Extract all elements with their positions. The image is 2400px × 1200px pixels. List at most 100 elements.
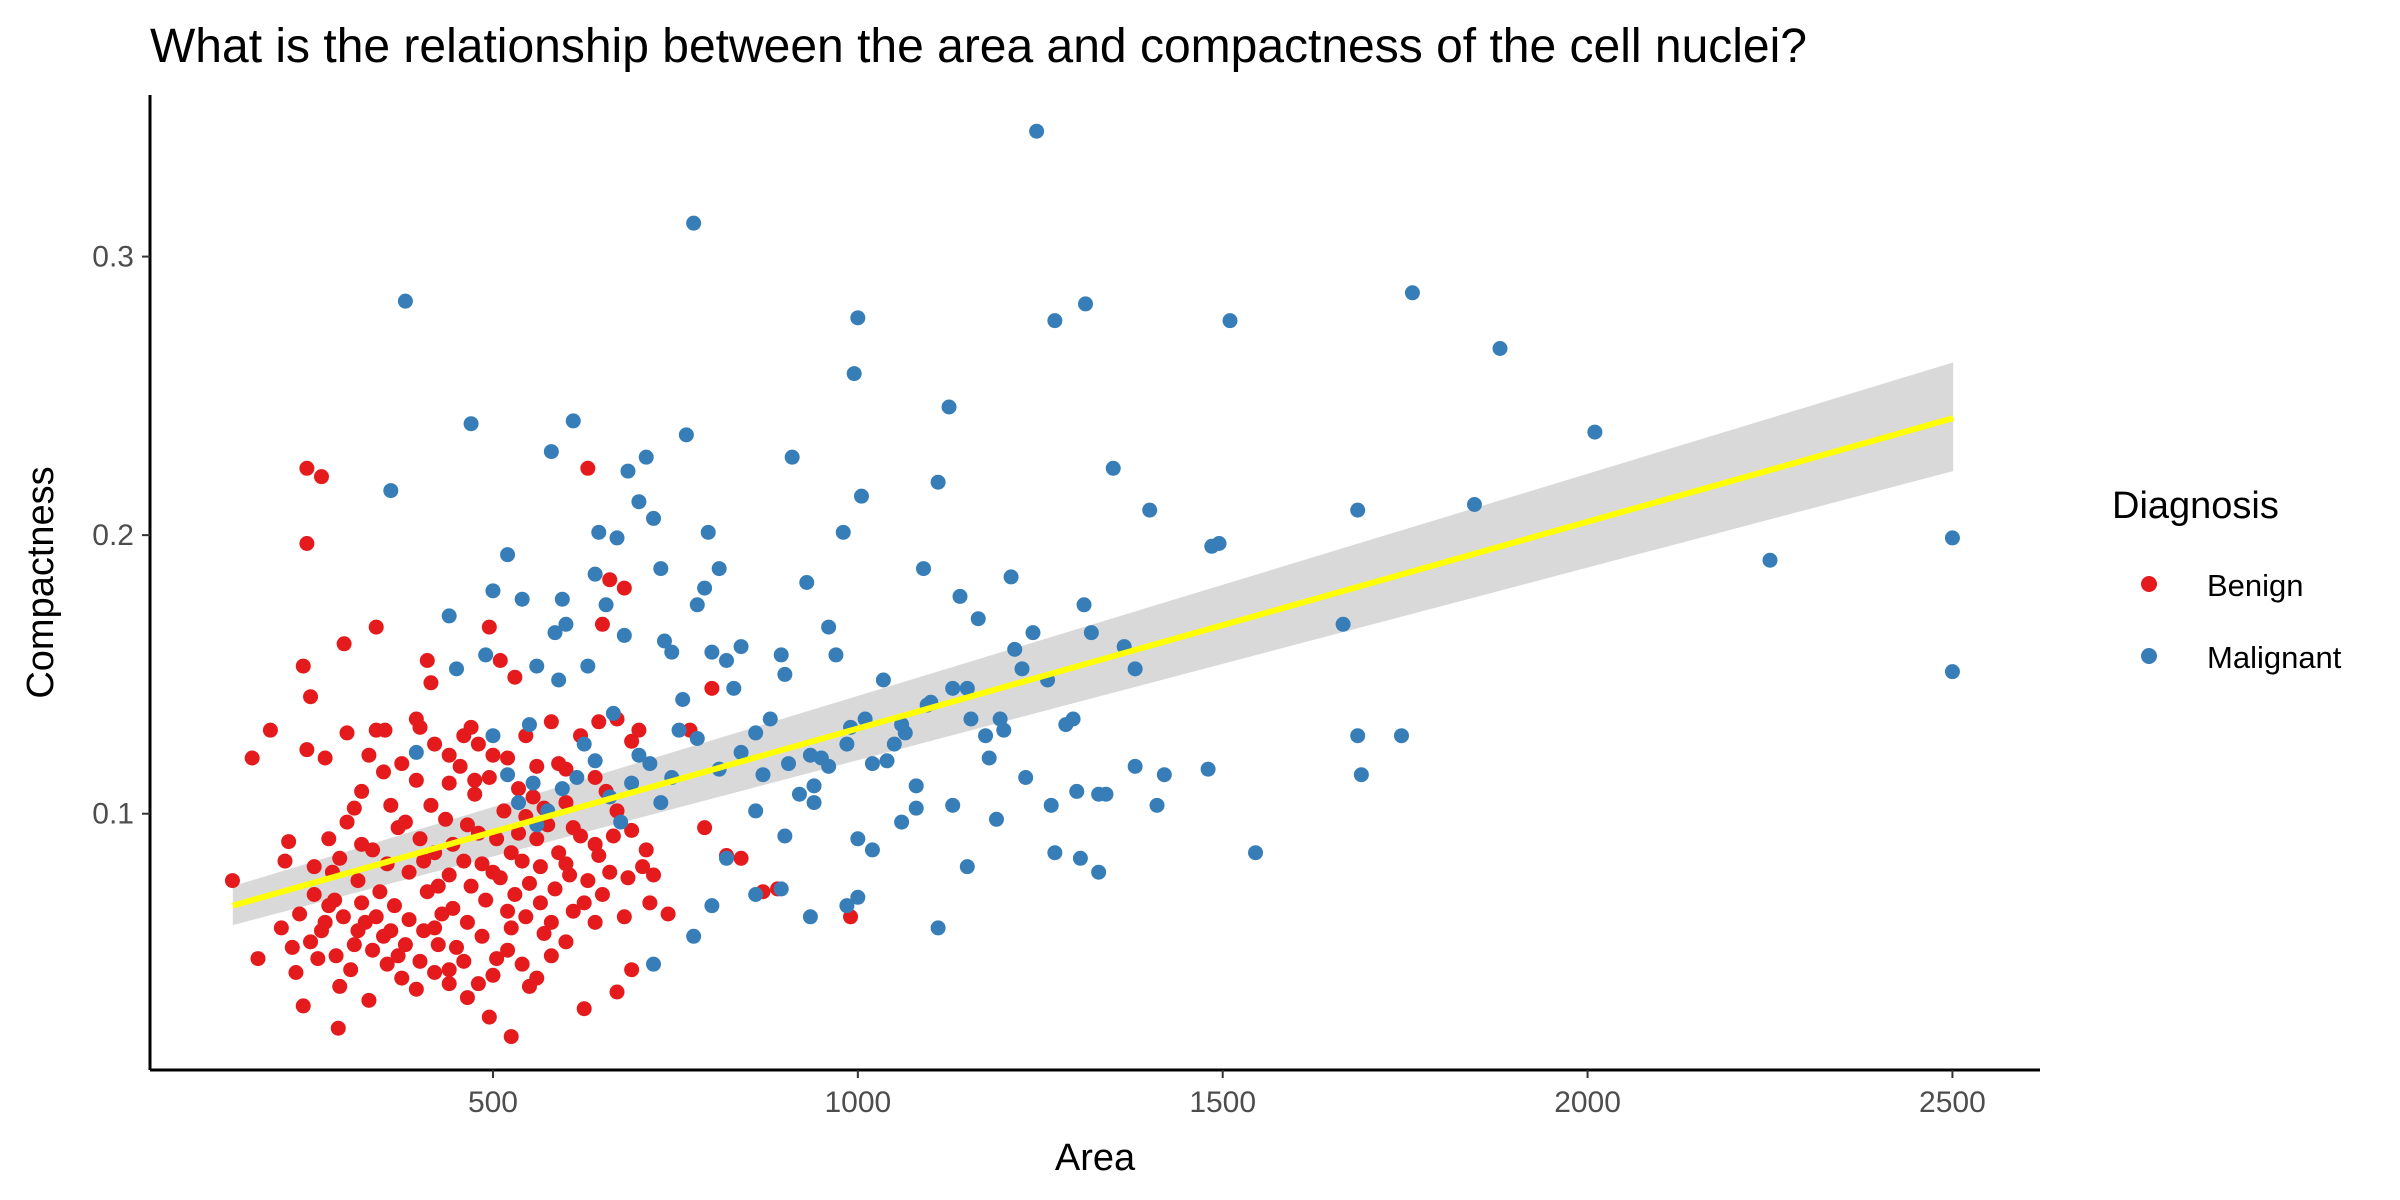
data-point-benign (448, 939, 464, 955)
data-point-benign (518, 909, 534, 925)
data-point-benign (394, 970, 410, 986)
data-point-benign (587, 836, 603, 852)
data-point-malignant (383, 483, 399, 499)
data-point-benign (416, 853, 432, 869)
data-point-benign (503, 845, 519, 861)
data-point-malignant (1047, 845, 1063, 861)
data-point-malignant (806, 795, 822, 811)
data-point-benign (591, 714, 607, 730)
y-tick-label: 0.3 (92, 241, 134, 274)
data-point-benign (551, 845, 567, 861)
data-point-malignant (959, 680, 975, 696)
data-point-malignant (718, 653, 734, 668)
data-point-benign (343, 962, 359, 978)
data-point-malignant (748, 803, 764, 819)
data-point-benign (361, 992, 377, 1008)
data-point-malignant (547, 625, 563, 641)
data-point-benign (299, 742, 315, 758)
data-point-malignant (616, 627, 632, 643)
data-point-benign (328, 948, 344, 964)
data-point-malignant (726, 680, 742, 696)
legend-key-malignant (2141, 648, 2157, 664)
data-point-benign (631, 722, 647, 738)
data-point-benign (379, 956, 395, 972)
data-point-malignant (448, 661, 464, 677)
data-point-benign (244, 750, 260, 766)
data-point-benign (470, 976, 486, 992)
data-point-benign (467, 786, 483, 802)
data-point-malignant (963, 711, 979, 727)
data-point-benign (529, 831, 545, 847)
data-point-malignant (580, 658, 596, 674)
data-point-benign (573, 828, 589, 844)
data-point-malignant (485, 728, 501, 744)
data-point-malignant (656, 633, 672, 649)
data-point-malignant (777, 828, 793, 844)
data-point-malignant (1083, 625, 1099, 641)
data-point-benign (646, 867, 662, 883)
data-point-benign (250, 951, 266, 967)
data-point-malignant (821, 619, 837, 635)
data-point-malignant (802, 909, 818, 925)
data-point-benign (605, 828, 621, 844)
chart-title: What is the relationship between the are… (150, 20, 1807, 73)
data-point-benign (394, 756, 410, 772)
data-point-benign (430, 937, 446, 953)
data-point-benign (470, 736, 486, 752)
data-point-malignant (551, 672, 567, 688)
data-point-benign (500, 942, 516, 958)
data-point-benign (616, 909, 632, 925)
data-point-benign (299, 460, 315, 476)
data-point-benign (441, 867, 457, 883)
data-point-malignant (996, 722, 1012, 738)
data-point-benign (397, 937, 413, 953)
x-tick-label: 500 (468, 1086, 518, 1119)
data-point-malignant (791, 786, 807, 802)
data-point-malignant (1007, 641, 1023, 657)
data-point-malignant (576, 736, 592, 752)
data-point-benign (697, 820, 713, 836)
data-point-benign (616, 580, 632, 596)
data-point-malignant (1944, 664, 1960, 680)
data-point-malignant (463, 416, 479, 432)
data-point-benign (368, 619, 384, 635)
data-point-benign (507, 669, 523, 685)
data-point-malignant (784, 449, 800, 465)
data-point-malignant (1350, 728, 1366, 744)
data-point-benign (273, 920, 289, 936)
data-point-benign (620, 870, 636, 886)
data-point-benign (332, 978, 348, 994)
data-point-benign (489, 951, 505, 967)
y-axis-title: Compactness (20, 466, 62, 698)
data-point-malignant (941, 399, 957, 415)
data-point-benign (587, 770, 603, 785)
data-point-benign (558, 761, 574, 777)
data-point-malignant (609, 530, 625, 546)
data-point-benign (638, 842, 654, 858)
data-point-benign (478, 892, 494, 908)
data-point-benign (339, 814, 355, 830)
data-point-malignant (704, 898, 720, 914)
data-point-malignant (478, 647, 494, 663)
data-point-malignant (945, 797, 961, 813)
data-point-benign (383, 797, 399, 813)
data-point-benign (507, 887, 523, 902)
legend: Diagnosis Benign Malignant (2112, 485, 2342, 675)
data-point-malignant (777, 666, 793, 682)
data-point-malignant (598, 597, 614, 613)
data-point-benign (492, 653, 508, 668)
points-layer (224, 123, 1960, 1045)
trend-line (232, 415, 1954, 909)
data-point-benign (558, 795, 574, 811)
data-point-benign (485, 747, 501, 763)
data-point-benign (412, 719, 428, 735)
data-point-malignant (1248, 845, 1264, 861)
data-point-benign (624, 822, 640, 838)
data-point-malignant (853, 488, 869, 504)
data-point-benign (281, 834, 297, 850)
data-point-benign (467, 772, 483, 788)
data-point-benign (536, 926, 552, 941)
data-point-malignant (631, 494, 647, 510)
data-point-malignant (689, 597, 705, 613)
x-tick-label: 1000 (824, 1086, 891, 1119)
